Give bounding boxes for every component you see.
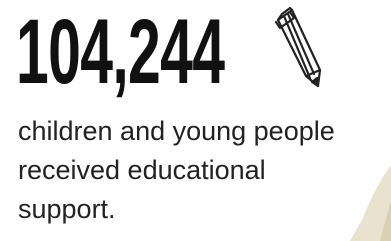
page: 104,244 children and young people receiv…	[0, 0, 391, 241]
stat-description: children and young people received educa…	[18, 112, 358, 229]
pencil-icon	[268, 2, 328, 92]
stat-value: 104,244	[16, 6, 224, 98]
